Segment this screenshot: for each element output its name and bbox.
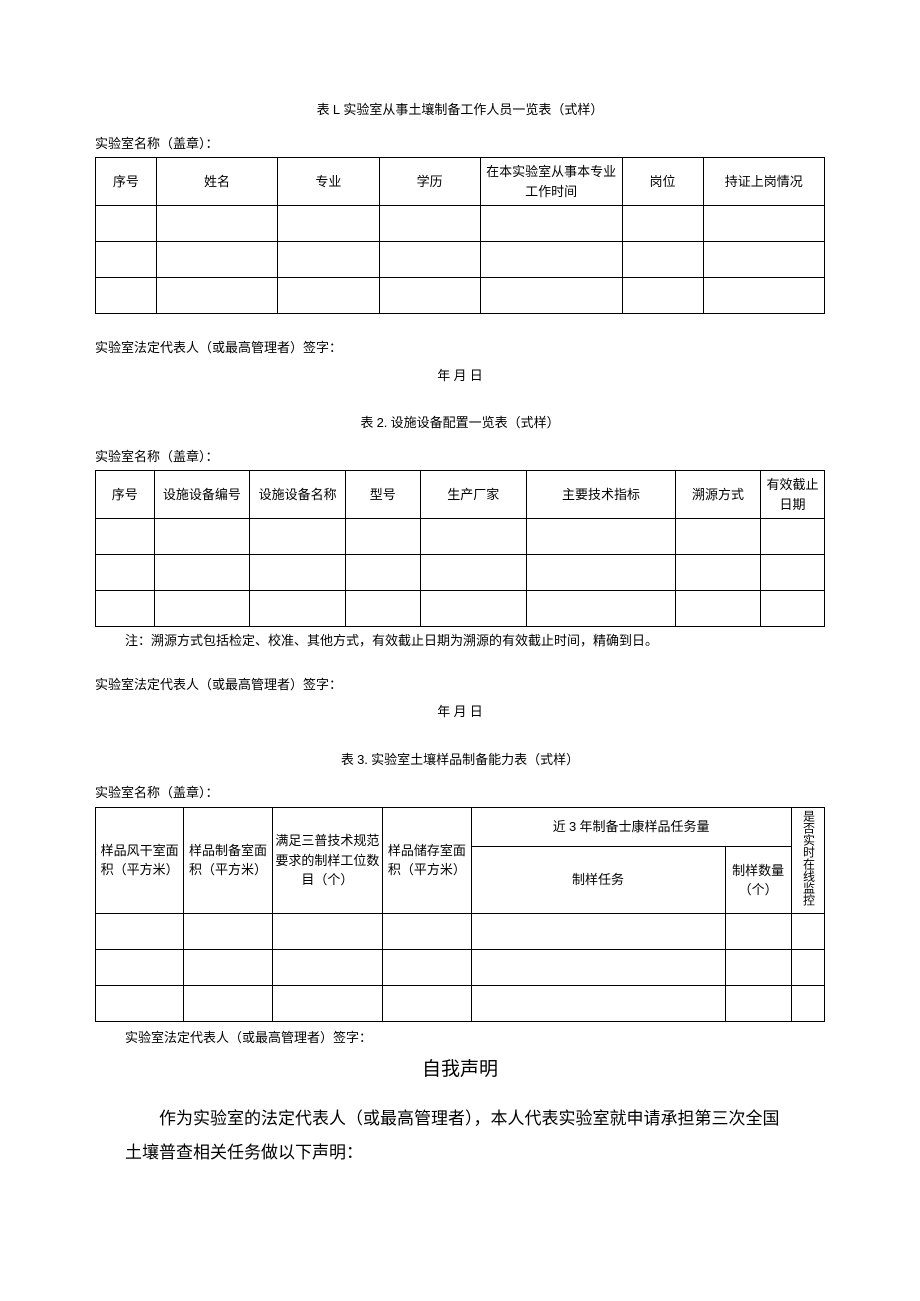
t1-h6: 岗位 bbox=[622, 158, 703, 206]
t3-h5-group: 近 3 年制备士康样品任务量 bbox=[471, 807, 791, 847]
t1-suffix: 实验室从事土壤制备工作人员一览表（式样） bbox=[343, 102, 603, 117]
t1-sig: 实验室法定代表人（或最高管理者）签字： bbox=[95, 338, 825, 358]
t2-h7: 溯源方式 bbox=[675, 471, 760, 519]
t1-h5: 在本实验室从事本专业工作时间 bbox=[480, 158, 622, 206]
t3-num: 3. bbox=[357, 752, 368, 767]
t1-h4: 学历 bbox=[379, 158, 480, 206]
table-row bbox=[96, 591, 825, 627]
declaration-title: 自我声明 bbox=[95, 1056, 825, 1085]
table-row bbox=[96, 519, 825, 555]
t2-date: 年 月 日 bbox=[95, 702, 825, 722]
table-row bbox=[96, 914, 825, 950]
t2-header-row: 序号 设施设备编号 设施设备名称 型号 生产厂家 主要技术指标 溯源方式 有效截… bbox=[96, 471, 825, 519]
t1-date: 年 月 日 bbox=[95, 366, 825, 386]
t2-h1: 序号 bbox=[96, 471, 155, 519]
t3-h4: 样品储存室面积（平方米） bbox=[383, 807, 471, 914]
t3-h1: 样品风干室面积（平方米） bbox=[96, 807, 184, 914]
t1-prefix: 表 bbox=[317, 102, 330, 117]
t1-lab-label: 实验室名称（盖章）： bbox=[95, 134, 825, 154]
t3-h2: 样品制备室面积（平方米） bbox=[184, 807, 272, 914]
table1-title: 表 L 实验室从事土壤制备工作人员一览表（式样） bbox=[95, 100, 825, 120]
t2-h4: 型号 bbox=[346, 471, 420, 519]
t1-h7: 持证上岗情况 bbox=[703, 158, 825, 206]
t3-h5a: 制样任务 bbox=[471, 847, 725, 914]
t3-suffix: 实验室土壤样品制备能力表（式样） bbox=[371, 752, 579, 767]
t1-h3: 专业 bbox=[278, 158, 379, 206]
table-row bbox=[96, 278, 825, 314]
table2: 序号 设施设备编号 设施设备名称 型号 生产厂家 主要技术指标 溯源方式 有效截… bbox=[95, 470, 825, 627]
t1-h1: 序号 bbox=[96, 158, 157, 206]
t2-sig: 实验室法定代表人（或最高管理者）签字： bbox=[95, 675, 825, 695]
table-row bbox=[96, 555, 825, 591]
t2-num: 2. bbox=[377, 415, 388, 430]
t2-h8: 有效截止日期 bbox=[761, 471, 825, 519]
table-row bbox=[96, 206, 825, 242]
t1-letter: L bbox=[333, 102, 340, 117]
t3-prefix: 表 bbox=[341, 752, 354, 767]
table-row bbox=[96, 950, 825, 986]
t2-prefix: 表 bbox=[360, 415, 373, 430]
t2-lab-label: 实验室名称（盖章）： bbox=[95, 447, 825, 467]
table2-title: 表 2. 设施设备配置一览表（式样） bbox=[95, 413, 825, 433]
t3-lab-label: 实验室名称（盖章）： bbox=[95, 783, 825, 803]
t3-h6: 是否实时在线监控 bbox=[791, 807, 824, 914]
table-row bbox=[96, 986, 825, 1022]
declaration-body: 作为实验室的法定代表人（或最高管理者），本人代表实验室就申请承担第三次全国土壤普… bbox=[95, 1102, 825, 1170]
t2-h2: 设施设备编号 bbox=[154, 471, 250, 519]
t3-h5b: 制样数量（个） bbox=[725, 847, 791, 914]
t2-h3: 设施设备名称 bbox=[250, 471, 346, 519]
t2-suffix: 设施设备配置一览表（式样） bbox=[391, 415, 560, 430]
table3: 样品风干室面积（平方米） 样品制备室面积（平方米） 满足三普技术规范要求的制样工… bbox=[95, 807, 825, 1023]
table1: 序号 姓名 专业 学历 在本实验室从事本专业工作时间 岗位 持证上岗情况 bbox=[95, 157, 825, 314]
t3-header-row1: 样品风干室面积（平方米） 样品制备室面积（平方米） 满足三普技术规范要求的制样工… bbox=[96, 807, 825, 847]
table3-title: 表 3. 实验室土壤样品制备能力表（式样） bbox=[95, 750, 825, 770]
t1-h2: 姓名 bbox=[156, 158, 278, 206]
t2-note: 注：溯源方式包括检定、校准、其他方式，有效截止日期为溯源的有效截止时间，精确到日… bbox=[125, 631, 825, 651]
t2-h5: 生产厂家 bbox=[420, 471, 526, 519]
t3-sig: 实验室法定代表人（或最高管理者）签字： bbox=[125, 1028, 825, 1048]
t2-h6: 主要技术指标 bbox=[526, 471, 675, 519]
table-row bbox=[96, 242, 825, 278]
t1-header-row: 序号 姓名 专业 学历 在本实验室从事本专业工作时间 岗位 持证上岗情况 bbox=[96, 158, 825, 206]
t3-h3: 满足三普技术规范要求的制样工位数目（个） bbox=[272, 807, 382, 914]
